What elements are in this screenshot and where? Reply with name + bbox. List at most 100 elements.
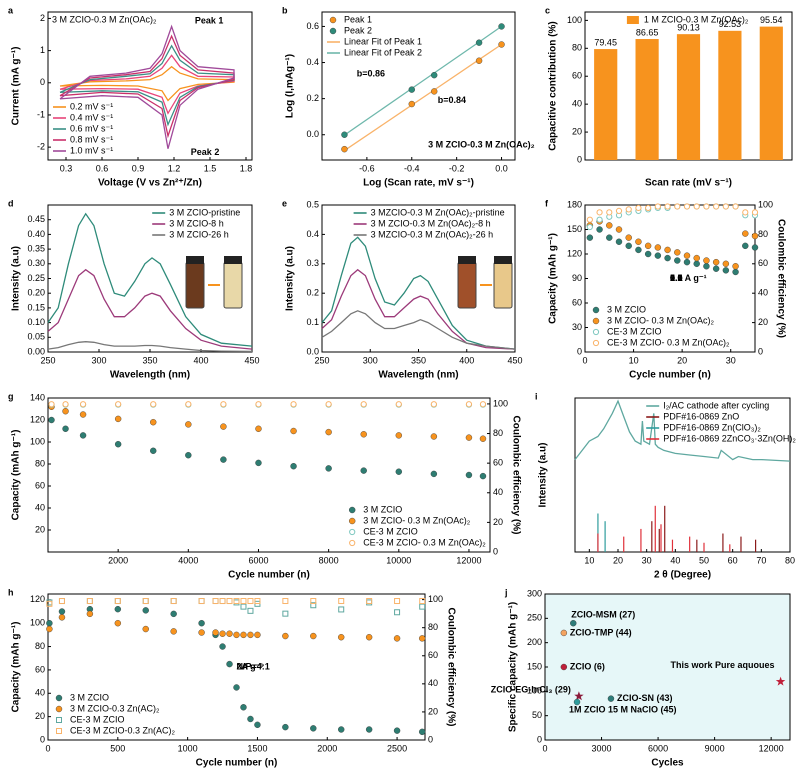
point	[393, 635, 401, 642]
point	[48, 416, 55, 424]
point	[732, 203, 739, 210]
y-tick-label: 150	[527, 661, 542, 671]
point	[654, 244, 662, 251]
point	[586, 223, 593, 231]
panel-label: c	[545, 5, 550, 15]
y-axis-label: Capacitive contribution (%)	[548, 21, 559, 150]
y-tick-label: 0.20	[27, 288, 45, 298]
y-axis-label: Capacity (mAh g⁻¹)	[548, 233, 559, 324]
x-tick-label: 20	[613, 555, 623, 565]
panel-label: j	[504, 587, 508, 597]
point	[635, 204, 642, 212]
point	[394, 598, 401, 605]
legend-swatch	[55, 694, 63, 702]
y-tick-label: 150	[567, 224, 582, 234]
y-tick-label: 60	[572, 297, 582, 307]
x-axis-label: Wavelength (nm)	[378, 370, 458, 381]
legend-label: 0.2 mV s⁻¹	[70, 101, 113, 111]
point	[732, 268, 739, 276]
bar	[635, 39, 659, 160]
x-tick-label: 300	[91, 355, 106, 365]
point	[46, 600, 53, 607]
point	[290, 463, 297, 470]
point	[703, 257, 710, 264]
point	[62, 408, 69, 415]
x-axis-label: Cycle number (n)	[196, 758, 278, 769]
y-tick-label: 60	[572, 71, 582, 81]
point	[674, 203, 681, 210]
y-tick-label: 60	[35, 480, 45, 490]
point	[282, 723, 289, 731]
point	[419, 635, 426, 642]
legend-label: 3 M ZCIO-8 h	[169, 218, 224, 228]
x-tick-label: 2500	[387, 743, 407, 753]
legend-label: I₂/AC cathode after cycling	[663, 400, 769, 410]
x-axis-label: Wavelength (nm)	[110, 370, 190, 381]
point	[226, 598, 233, 605]
y2-axis-label: Coulombic efficiency (%)	[445, 608, 456, 727]
legend-swatch	[349, 517, 356, 525]
point	[683, 258, 691, 266]
point	[46, 625, 53, 633]
legend-label: Linear Fit of Peak 2	[344, 47, 422, 57]
x-tick-label: 350	[411, 355, 426, 365]
point	[408, 100, 415, 108]
y-tick-label: 0.1	[306, 317, 319, 327]
series-line	[47, 341, 253, 353]
y-tick-label: 0.4	[306, 229, 319, 239]
x-tick-label: -0.6	[359, 163, 375, 173]
annotation: Peak 1	[195, 15, 224, 25]
y2-tick-label: 40	[758, 288, 768, 298]
point	[150, 447, 157, 454]
point	[233, 598, 240, 605]
y-tick-label: 0.4	[306, 57, 319, 67]
y-tick-label: -2	[37, 142, 45, 152]
x-tick-label: 1.5	[204, 163, 217, 173]
y-axis-label: Specific capacity (mAh g⁻¹)	[508, 602, 519, 732]
point	[58, 598, 65, 605]
y-tick-label: 100	[567, 15, 582, 25]
point	[142, 607, 149, 614]
point	[703, 263, 710, 270]
point	[722, 267, 730, 274]
point	[338, 606, 345, 613]
annotation: 2.0	[670, 273, 683, 283]
y-tick-label: 140	[30, 392, 45, 402]
panel: a 0.3 0.6 0.9 1.2 1.5 1.8 -2 -1 0 1 2 Voltage (V vs …	[8, 5, 253, 189]
y-tick-label: 0	[577, 154, 582, 164]
point	[498, 23, 505, 30]
y-axis-label: Capacity (mAh g⁻¹)	[11, 430, 22, 521]
annotation: 3 M ZCIO-0.3 M Zn(OAc)₂	[428, 140, 535, 150]
y2-tick-label: 20	[428, 706, 438, 716]
x-tick-label: -0.4	[404, 163, 420, 173]
point	[310, 725, 317, 732]
y2-tick-label: 60	[493, 458, 503, 468]
panel: f 0 10 20 30 0 30 60 90 120 150 180 0 20 40 60 80 100 Cycl…	[545, 198, 786, 380]
y-tick-label: 80	[572, 43, 582, 53]
point	[247, 607, 254, 614]
y-axis-label: Intensity (a.u)	[285, 246, 296, 311]
legend-label: 3 M ZCIO	[363, 504, 402, 514]
point	[712, 265, 720, 272]
point	[479, 472, 487, 480]
point	[255, 401, 262, 408]
point	[644, 242, 652, 250]
panel-label: g	[8, 391, 14, 401]
value-label: 79.45	[594, 37, 617, 47]
y2-tick-label: 0	[493, 546, 498, 556]
annotation: b=0.84	[438, 95, 466, 105]
x-tick-label: 2000	[108, 555, 128, 565]
y-axis-label: Capacity (mAh g⁻¹)	[11, 622, 22, 713]
y-tick-label: 0.15	[27, 302, 45, 312]
point	[431, 71, 438, 79]
point	[465, 401, 473, 408]
point	[247, 631, 254, 639]
point	[198, 629, 205, 636]
vial-cap	[224, 256, 242, 264]
vial-cap	[494, 256, 512, 264]
point	[150, 419, 157, 426]
y2-tick-label: 80	[428, 622, 438, 632]
legend-label: 0.4 mV s⁻¹	[70, 112, 113, 122]
point	[282, 632, 289, 640]
x-tick-label: 450	[507, 355, 522, 365]
